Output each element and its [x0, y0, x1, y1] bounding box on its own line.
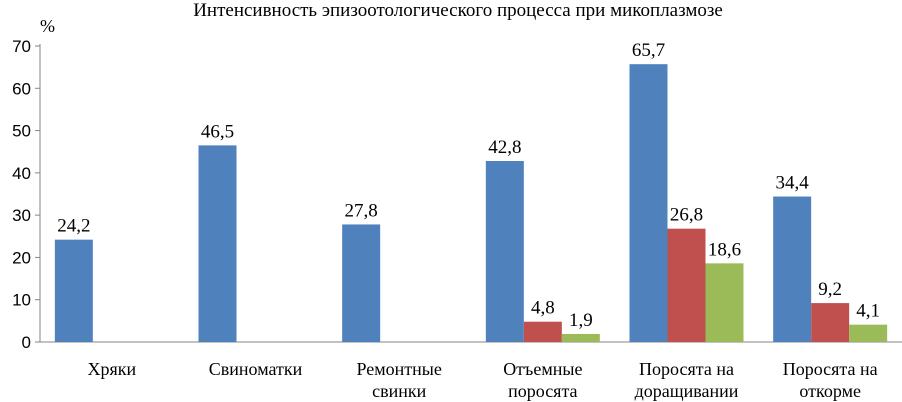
bars: [54, 64, 888, 342]
bar: [773, 196, 812, 342]
bar: [667, 228, 706, 342]
data-label: 34,4: [776, 173, 810, 194]
data-label: 24,2: [57, 216, 90, 237]
y-tick-label: 0: [22, 333, 31, 352]
data-label: 1,9: [569, 310, 593, 331]
bar: [811, 303, 850, 342]
x-category-label: свинки: [372, 381, 426, 401]
x-category-label: откорме: [799, 381, 861, 401]
bar: [54, 239, 93, 342]
bar: [198, 145, 237, 342]
data-label: 4,1: [856, 301, 880, 322]
data-label: 27,8: [345, 200, 378, 221]
y-tick-label: 70: [12, 37, 31, 56]
y-tick-label: 30: [12, 206, 31, 225]
y-tick-label: 40: [12, 164, 31, 183]
x-category-label: Свиноматки: [209, 359, 303, 379]
data-labels: 24,2 46,5 27,8 42,8 4,8 1,9 65,7 26,818,6 34,4 9,…: [57, 40, 880, 331]
bar: [849, 324, 888, 342]
y-axis-unit: %: [40, 16, 55, 36]
chart-title: Интенсивность эпизоотологического процес…: [193, 0, 723, 21]
bar: [629, 64, 668, 342]
x-category-label: Поросята на: [639, 359, 734, 379]
data-label: 4,8: [531, 298, 555, 319]
bar: [342, 224, 381, 342]
y-tick-label: 50: [12, 122, 31, 141]
bar: [561, 333, 600, 342]
x-category-label: Поросята на: [783, 359, 878, 379]
y-tick-label: 20: [12, 248, 31, 267]
x-category-label: Хряки: [88, 359, 137, 379]
data-label: 65,7: [632, 40, 665, 61]
y-axis: 0 10 20 30 40 50 60 70: [12, 37, 41, 352]
bar: [485, 161, 524, 342]
data-label: 18,6: [708, 239, 741, 260]
data-label: 46,5: [201, 121, 234, 142]
bar: [523, 321, 562, 342]
x-category-label: Отъемные: [503, 359, 582, 379]
y-tick-label: 60: [12, 79, 31, 98]
x-category-label: поросята: [508, 381, 577, 401]
y-tick-label: 10: [12, 291, 31, 310]
x-category-label: Ремонтные: [356, 359, 441, 379]
bar: [705, 263, 744, 342]
x-category-label: доращивании: [635, 381, 739, 401]
data-label: 42,8: [488, 137, 521, 158]
data-label: 26,8: [670, 205, 703, 226]
data-label: 9,2: [818, 279, 842, 300]
